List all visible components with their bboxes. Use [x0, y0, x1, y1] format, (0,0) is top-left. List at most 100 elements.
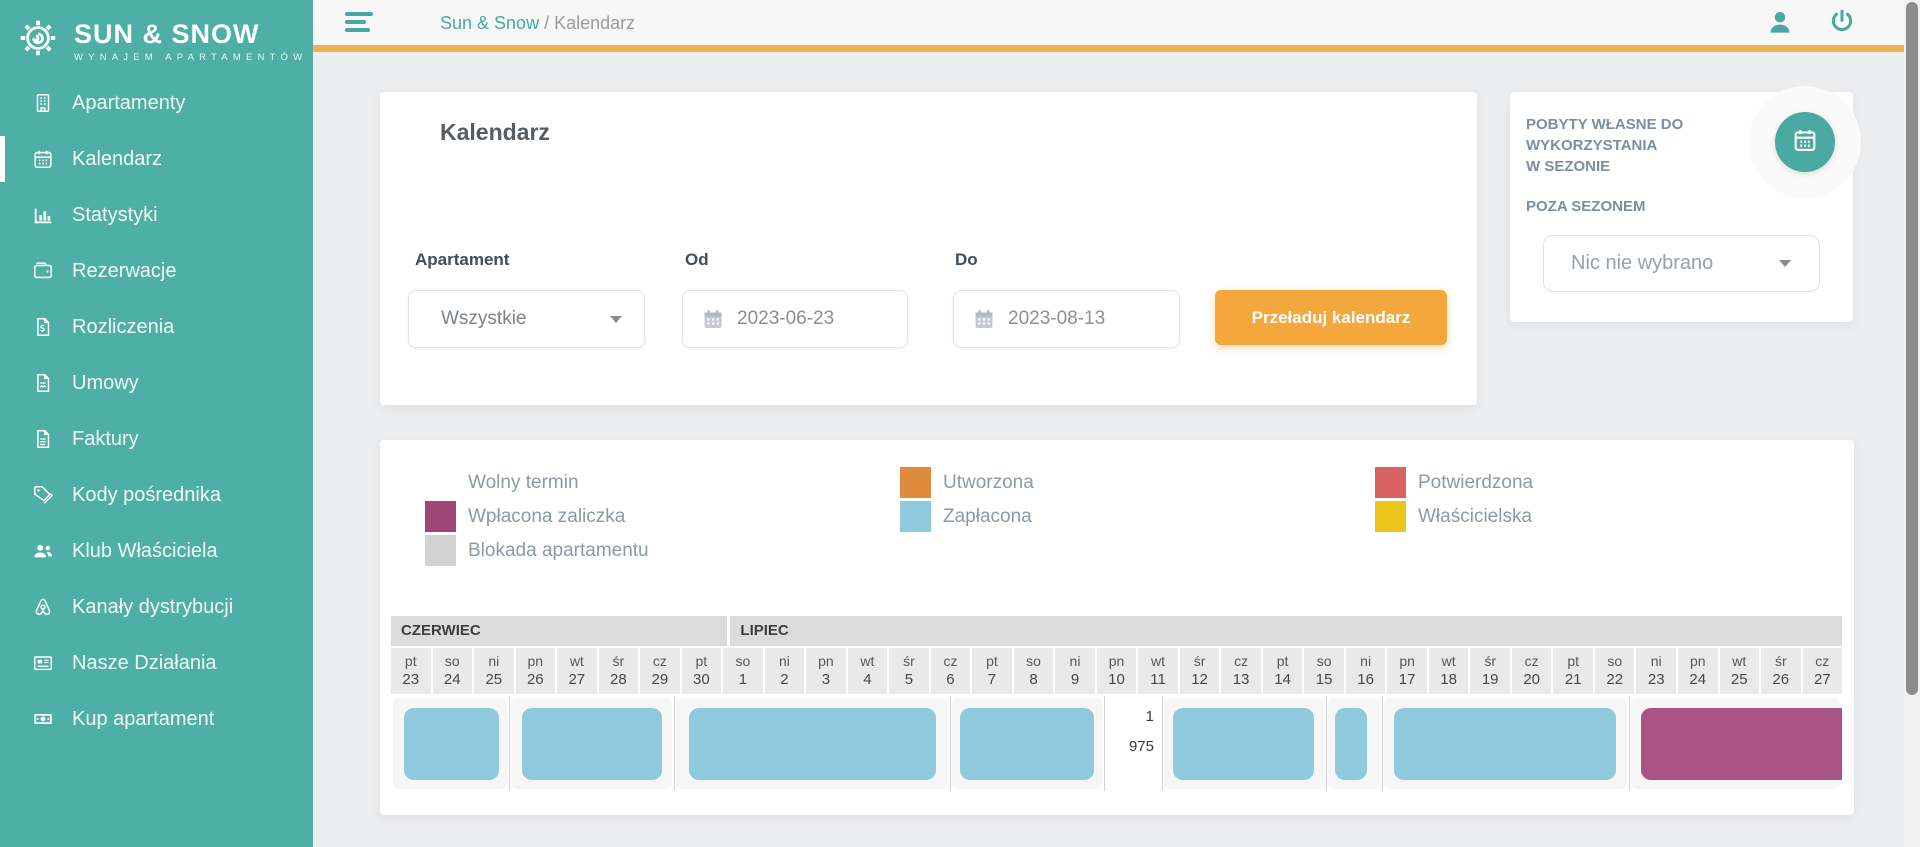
- day-number: 19: [1481, 671, 1499, 688]
- legend-label: Potwierdzona: [1418, 471, 1534, 493]
- breadcrumb-home-link[interactable]: Sun & Snow: [440, 13, 540, 33]
- day-header-pt-14: pt 14: [1262, 648, 1305, 694]
- sidebar-item-faktury[interactable]: Faktury: [0, 411, 313, 467]
- reservation-bar-zaplacona[interactable]: [1173, 708, 1314, 780]
- apartment-select-value: Wszystkie: [441, 308, 527, 329]
- vertical-scrollbar-thumb[interactable]: [1906, 2, 1918, 695]
- day-number: 2: [780, 671, 789, 688]
- day-header-cz-13: cz 13: [1221, 648, 1263, 694]
- reservation-bar-zaplacona[interactable]: [522, 708, 662, 780]
- day-number: 10: [1108, 671, 1125, 688]
- sidebar-nav: Apartamenty Kalendarz Statystyki Rezerwacje…: [0, 75, 313, 747]
- weekday-label: ni: [1360, 653, 1372, 669]
- day-header-ni-9: ni 9: [1055, 648, 1097, 694]
- app-tagline: WYNAJEM APARTAMENTÓW: [74, 51, 308, 63]
- sidebar-item-apartamenty[interactable]: Apartamenty: [0, 75, 313, 131]
- sidebar-item-kanały-dystrybucji[interactable]: Kanały dystrybucji: [0, 579, 313, 635]
- sidebar-item-label: Kody pośrednika: [72, 483, 221, 506]
- sidebar-item-label: Kanały dystrybucji: [72, 595, 234, 618]
- day-header-row: pt 23 so 24 ni 25 pn 26 wt 27 śr 28 cz 29 pt 30 so 1 ni 2 pn…: [391, 648, 1843, 694]
- day-number: 27: [1813, 671, 1831, 688]
- wallet-icon: [30, 260, 56, 282]
- cell-separator: [1326, 696, 1327, 791]
- day-number: 4: [863, 671, 872, 688]
- sidebar-item-nasze-działania[interactable]: Nasze Działania: [0, 635, 313, 691]
- newspaper-icon: [30, 652, 56, 674]
- own-stays-select[interactable]: Nic nie wybrano: [1543, 235, 1820, 292]
- day-number: 20: [1523, 671, 1541, 688]
- weekday-label: śr: [1774, 653, 1787, 669]
- reservation-bar-zaplacona[interactable]: [1335, 708, 1367, 780]
- day-header-śr-28: śr 28: [598, 648, 641, 694]
- day-header-pt-7: pt 7: [972, 648, 1014, 694]
- vertical-scrollbar[interactable]: [1904, 0, 1920, 847]
- cell-separator: [674, 696, 675, 791]
- weekday-label: ni: [1650, 653, 1662, 669]
- sidebar-item-kup-apartament[interactable]: Kup apartament: [0, 691, 313, 747]
- chevron-down-icon: [1779, 260, 1791, 267]
- day-number: 9: [1070, 671, 1080, 688]
- day-header-śr-26: śr 26: [1761, 648, 1803, 694]
- sidebar-item-label: Umowy: [72, 371, 139, 394]
- reload-calendar-button[interactable]: Przeładuj kalendarz: [1215, 290, 1447, 345]
- menu-toggle-icon[interactable]: [345, 12, 375, 36]
- day-header-wt-27: wt 27: [557, 648, 599, 694]
- calendar-grid: CZERWIEC LIPIEC pt 23 so 24 ni 25 pn 26 wt 27 śr 28 c…: [391, 616, 1843, 791]
- reservation-bar-wplacona_zaliczka[interactable]: [1641, 708, 1842, 780]
- user-profile-icon[interactable]: [1765, 7, 1795, 37]
- chart-bars-icon: [30, 204, 56, 226]
- date-from-input[interactable]: 2023-06-23: [682, 290, 908, 348]
- sidebar-item-umowy[interactable]: Umowy: [0, 355, 313, 411]
- chevron-down-icon: [610, 315, 622, 323]
- apartment-select[interactable]: Wszystkie: [408, 290, 645, 348]
- day-number: 16: [1357, 671, 1374, 688]
- breadcrumb: Sun & Snow / Kalendarz: [440, 13, 635, 34]
- sidebar-item-kody-pośrednika[interactable]: Kody pośrednika: [0, 467, 313, 523]
- day-number: 15: [1315, 671, 1333, 688]
- reservation-bar-zaplacona[interactable]: [1394, 708, 1616, 780]
- legend-column-2: Utworzona Zapłacona: [900, 467, 1034, 535]
- sidebar-item-kalendarz[interactable]: Kalendarz: [0, 131, 313, 187]
- sidebar-item-rezerwacje[interactable]: Rezerwacje: [0, 243, 313, 299]
- reservation-bar-zaplacona[interactable]: [689, 708, 936, 780]
- logo[interactable]: SUN & SNOW WYNAJEM APARTAMENTÓW: [0, 0, 313, 67]
- weekday-label: pn: [527, 653, 544, 669]
- sidebar-item-klub-właściciela[interactable]: Klub Właściciela: [0, 523, 313, 579]
- weekday-label: pn: [1689, 653, 1706, 669]
- legend-swatch: [900, 467, 931, 498]
- cell-separator: [1629, 696, 1630, 791]
- cell-number: 1: [1145, 708, 1154, 725]
- sidebar-item-label: Apartamenty: [72, 91, 186, 114]
- sidebar-item-rozliczenia[interactable]: Rozliczenia: [0, 299, 313, 355]
- app-name: SUN & SNOW: [74, 18, 260, 49]
- own-stays-title: POBYTY WŁASNE DO WYKORZYSTANIA W SEZONIE: [1526, 116, 1684, 175]
- day-number: 11: [1150, 671, 1166, 688]
- date-to-input[interactable]: 2023-08-13: [953, 290, 1180, 348]
- file-invoice-icon: [30, 428, 56, 450]
- reservation-bar-zaplacona[interactable]: [960, 708, 1094, 780]
- legend-item-utworzona: Utworzona: [900, 467, 1034, 498]
- own-stays-card: POBYTY WŁASNE DO WYKORZYSTANIA W SEZONIE…: [1510, 86, 1861, 322]
- weekday-label: cz: [1234, 653, 1249, 669]
- day-number: 7: [987, 671, 997, 688]
- day-number: 6: [946, 671, 955, 688]
- day-number: 26: [526, 671, 544, 688]
- breadcrumb-current: Kalendarz: [554, 13, 636, 33]
- weekday-label: so: [1026, 653, 1041, 669]
- weekday-label: ni: [488, 653, 500, 669]
- month-header-czerwiec: CZERWIEC: [391, 616, 731, 646]
- sidebar-item-statystyki[interactable]: Statystyki: [0, 187, 313, 243]
- sidebar-item-label: Statystyki: [72, 203, 158, 226]
- sidebar-item-label: Kup apartament: [72, 707, 215, 730]
- day-number: 24: [1689, 671, 1707, 688]
- legend-item-zapłacona: Zapłacona: [900, 501, 1034, 532]
- airbnb-icon: [30, 596, 56, 618]
- day-header-pn-17: pn 17: [1387, 648, 1429, 694]
- legend-swatch: [1375, 467, 1406, 498]
- own-stays-calendar-button[interactable]: [1775, 112, 1835, 172]
- reservation-bar-zaplacona[interactable]: [404, 708, 499, 780]
- sidebar-item-label: Faktury: [72, 427, 139, 450]
- day-number: 1: [738, 671, 748, 688]
- logout-power-icon[interactable]: [1828, 7, 1858, 37]
